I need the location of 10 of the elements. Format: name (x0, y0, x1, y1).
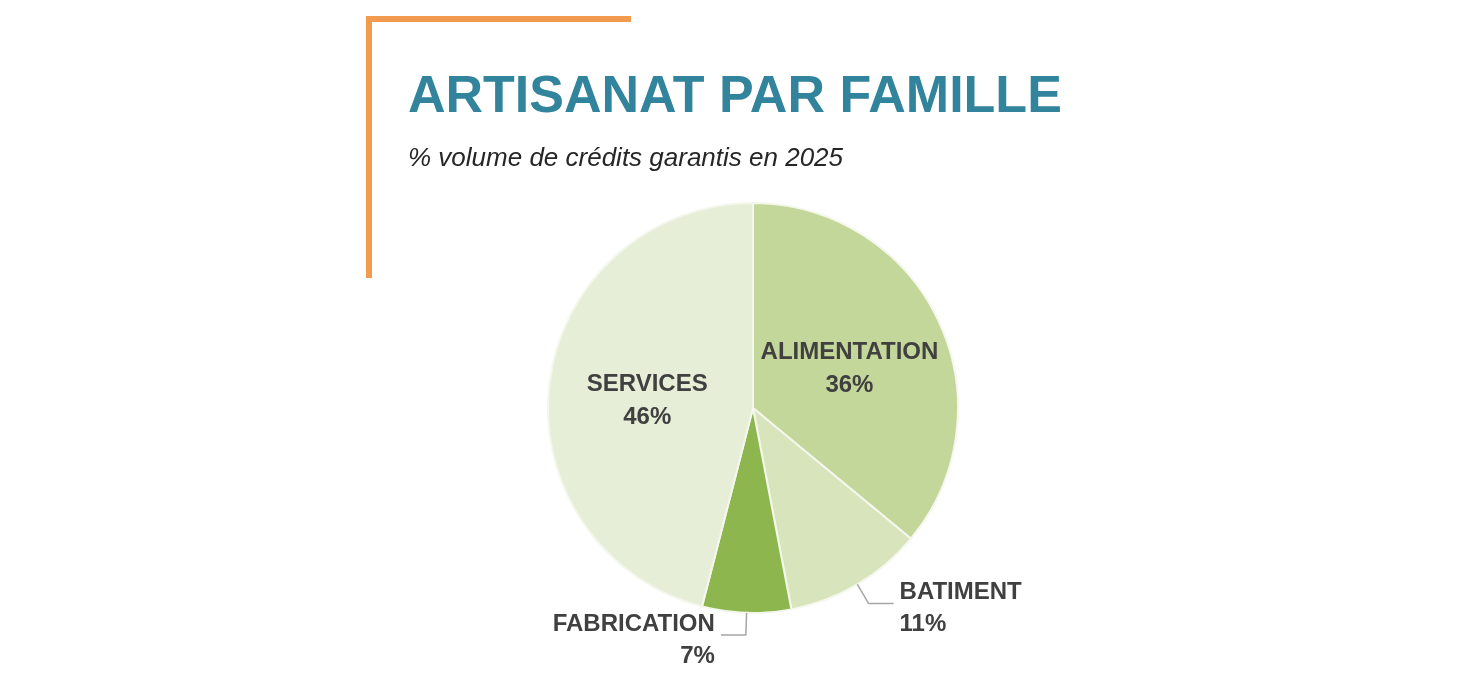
chart-subtitle: % volume de crédits garantis en 2025 (408, 142, 844, 174)
slice-label: ALIMENTATION (760, 336, 939, 364)
data-label: 7% (680, 640, 715, 668)
data-label: 46% (623, 401, 672, 429)
slice-label: FABRICATION (552, 608, 715, 636)
chart-title: ARTISANAT PAR FAMILLE (408, 65, 1062, 124)
data-label: 36% (825, 369, 874, 397)
data-label: 11% (899, 609, 947, 637)
slice-label: SERVICES (586, 368, 708, 396)
slice-label: BATIMENT (899, 577, 1023, 605)
